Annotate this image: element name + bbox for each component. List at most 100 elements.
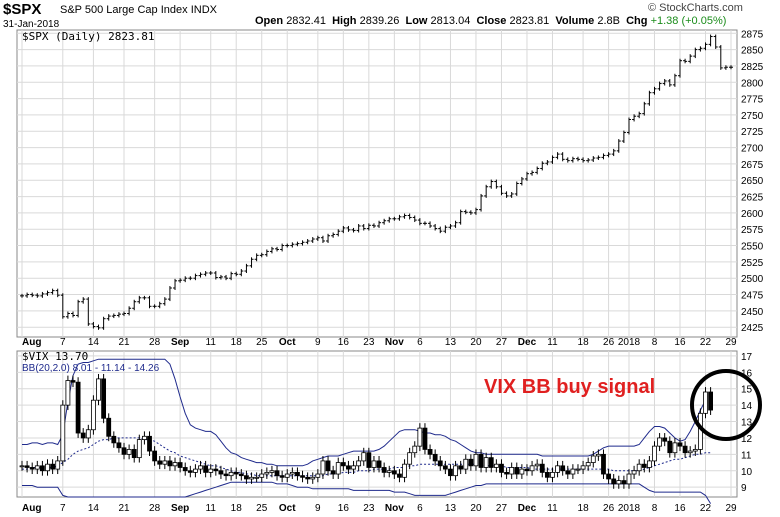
vix-candle [397, 473, 402, 478]
vix-x-tick-label: 22 [700, 503, 712, 514]
spx-x-tick-label: 20 [470, 337, 482, 348]
vix-candle [203, 465, 209, 473]
vix-candle [590, 455, 596, 463]
spx-y-tick-label: 2750 [741, 111, 764, 122]
vix-candle [463, 458, 469, 470]
vix-candle [55, 460, 61, 470]
vix-y-tick-label: 10 [741, 467, 753, 478]
vix-candle [50, 463, 56, 470]
spx-panel [16, 29, 738, 338]
spx-x-tick-label: 23 [363, 337, 375, 348]
vix-candle [560, 465, 566, 472]
vix-candle [672, 442, 678, 454]
vix-candle [96, 378, 101, 401]
spx-y-tick-label: 2650 [741, 176, 764, 187]
exchange-text: INDX [190, 4, 217, 16]
ohlc-readout: Open 2832.41 High 2839.26 Low 2813.04 Cl… [255, 15, 726, 27]
vix-candle [24, 465, 30, 468]
vix-candle [177, 462, 183, 468]
vix-candle [514, 467, 520, 475]
vix-x-tick-label: Aug [22, 503, 41, 514]
spx-x-tick-label: 11 [206, 337, 217, 348]
vix-candle [529, 465, 535, 472]
vix-x-tick-label: 29 [725, 503, 737, 514]
vix-candle [34, 465, 40, 470]
vix-candle [550, 471, 555, 478]
vix-candle [703, 391, 708, 414]
vix-x-tick-label: 28 [149, 503, 161, 514]
vix-x-tick-label: 23 [363, 503, 375, 514]
spx-y-tick-label: 2675 [741, 160, 764, 171]
vix-candle [162, 460, 168, 465]
vix-candle [458, 465, 464, 470]
spx-y-tick-label: 2550 [741, 242, 764, 253]
spx-y-tick-label: 2850 [741, 46, 764, 57]
vix-candle [595, 453, 601, 457]
vix-candle [295, 471, 300, 477]
vix-candle [524, 468, 530, 472]
vix-candle [391, 470, 397, 475]
vix-candle [407, 452, 413, 465]
spx-x-tick-label: 29 [725, 337, 737, 348]
spx-x-tick-label: 25 [256, 337, 268, 348]
vix-candle [29, 467, 35, 470]
company-name: S&P 500 Large Cap Index INDX [60, 4, 217, 16]
spx-x-tick-label: 26 [603, 337, 615, 348]
vix-candle [504, 471, 509, 475]
vix-candle [289, 471, 295, 475]
vix-candle [652, 445, 657, 462]
vix-x-tick-label: Dec [518, 503, 537, 514]
vix-candle [116, 442, 122, 449]
vix-candle [223, 473, 229, 477]
symbol: $SPX [3, 1, 42, 18]
spx-y-tick-label: 2525 [741, 258, 764, 269]
vix-panel [16, 350, 738, 498]
vix-candle [340, 462, 346, 467]
vix-candle [570, 468, 576, 475]
vix-candle [351, 465, 356, 470]
vix-candle [208, 468, 214, 473]
vix-candle [315, 473, 321, 478]
vix-candle [259, 473, 265, 478]
vix-candle [40, 465, 45, 472]
vix-candle [325, 460, 331, 472]
vix-candle [65, 380, 71, 406]
vix-candle [509, 467, 515, 475]
vix-candle [493, 463, 499, 468]
vix-candle [284, 473, 290, 478]
vix-candle [136, 439, 142, 459]
vix-x-tick-label: 21 [118, 503, 130, 514]
vix-candle [91, 399, 96, 431]
vix-candle [330, 470, 336, 475]
vix-x-tick-label: 16 [338, 503, 350, 514]
vix-y-tick-label: 17 [741, 352, 753, 363]
vix-candle [646, 460, 652, 468]
vix-candle [152, 450, 158, 462]
vix-candle [126, 449, 132, 455]
vix-candle [371, 460, 377, 468]
vix-candle [157, 460, 163, 465]
vix-x-tick-label: 26 [603, 503, 615, 514]
spx-x-tick-label: 7 [60, 337, 66, 348]
vix-candle [244, 475, 249, 480]
spx-y-tick-label: 2875 [741, 29, 764, 40]
low-value: 2813.04 [430, 15, 471, 27]
vix-candle [182, 467, 188, 472]
vix-candle [687, 450, 693, 454]
vix-x-tick-label: 18 [231, 503, 243, 514]
spx-x-tick-label: 11 [547, 337, 558, 348]
vix-candle [70, 380, 76, 383]
vix-candle [279, 475, 285, 478]
spx-x-tick-label: 22 [700, 337, 712, 348]
vix-candle [539, 463, 545, 473]
vix-candle [417, 427, 423, 447]
vix-candle [601, 453, 606, 475]
vix-candle [468, 458, 474, 467]
open-value: 2832.41 [286, 15, 326, 27]
vix-candle [193, 468, 198, 473]
vix-candle [346, 465, 351, 470]
vix-candle [269, 470, 275, 473]
vix-candle [305, 476, 311, 480]
vix-candle [101, 378, 107, 419]
vix-candle [147, 435, 152, 452]
